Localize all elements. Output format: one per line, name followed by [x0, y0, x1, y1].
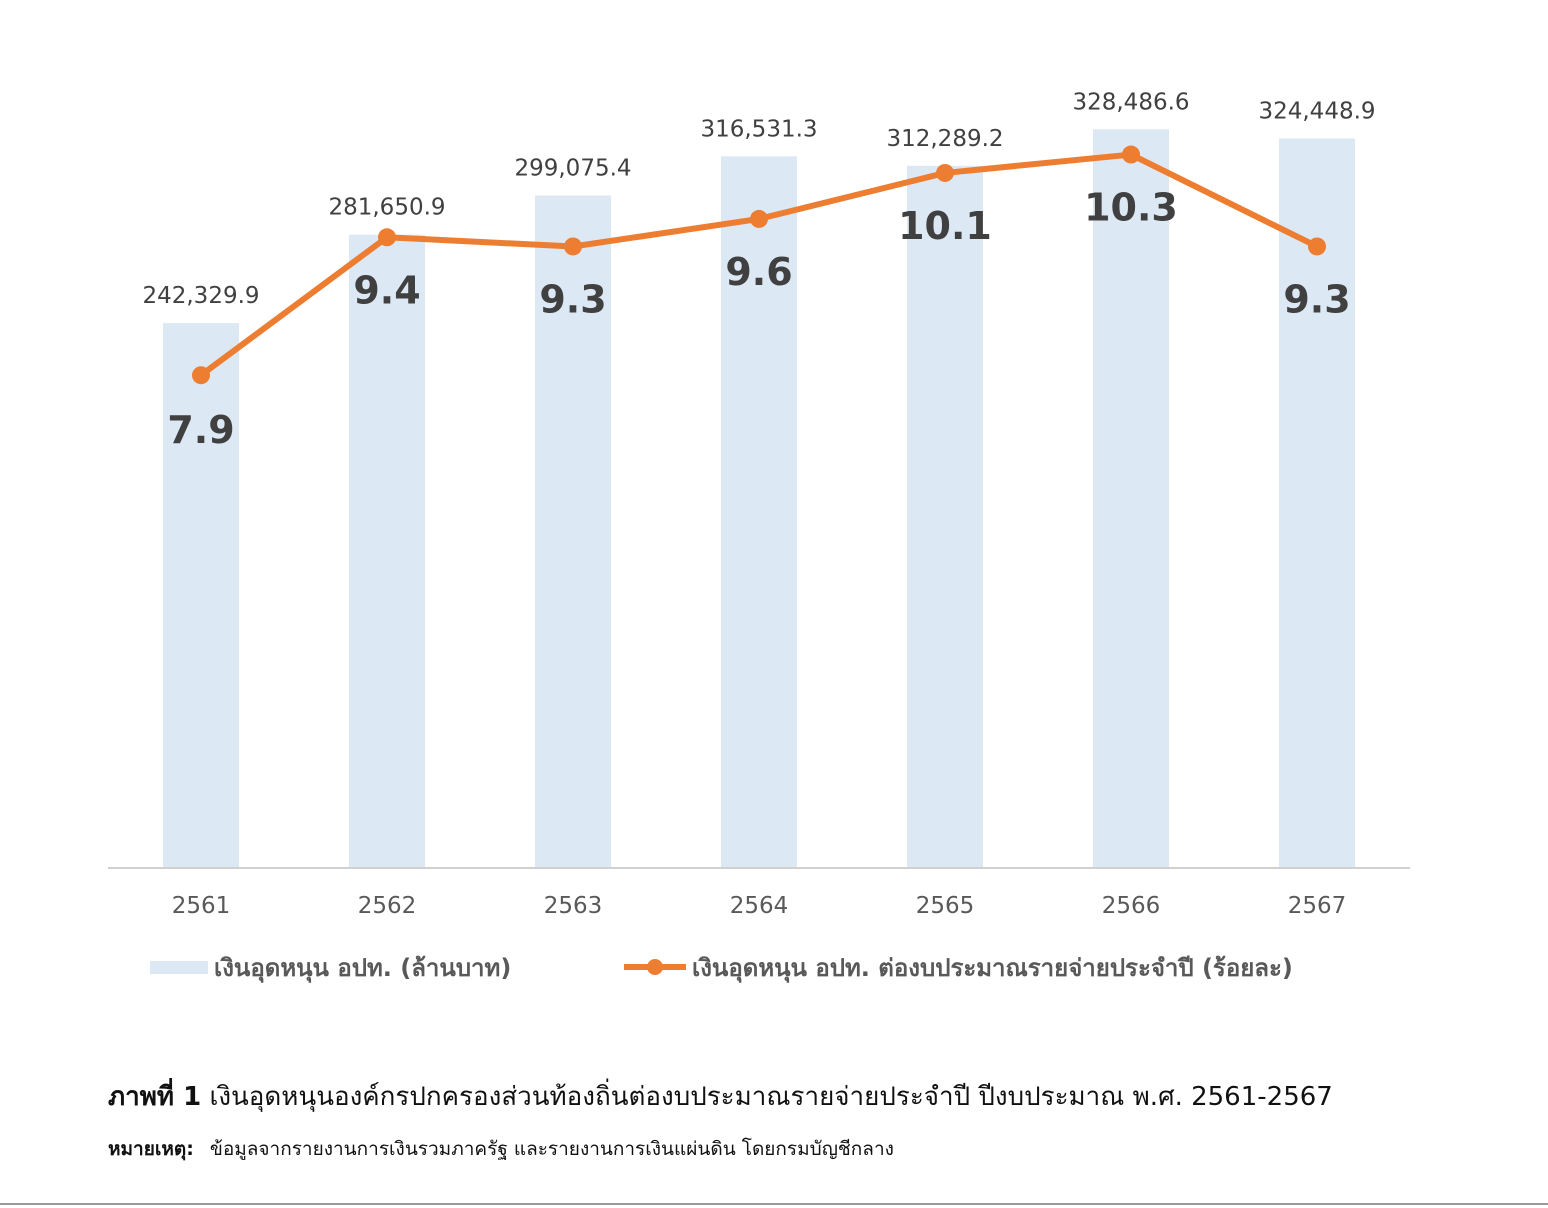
- line-layer: [192, 145, 1326, 385]
- line-marker: [378, 228, 396, 247]
- x-tick-label: 2564: [730, 893, 789, 919]
- combo-chart: 242,329.9 281,650.9 299,075.4 316,531.3 312,…: [108, 89, 1410, 984]
- legend: เงินอุดหนุน อปท. (ล้านบาท) เงินอุดหนุน อ…: [150, 954, 1293, 984]
- figure-caption: ภาพที่ 1 เงินอุดหนุนองค์กรปกครองส่วนท้อง…: [108, 1076, 1508, 1117]
- bar-value-label: 324,448.9: [1258, 98, 1375, 124]
- x-tick-label: 2565: [916, 893, 975, 919]
- line-marker: [936, 163, 954, 182]
- line-marker: [1308, 237, 1326, 256]
- bar: [1093, 129, 1169, 869]
- bar-value-label: 316,531.3: [700, 116, 817, 142]
- line-marker: [1122, 145, 1140, 164]
- bar: [907, 165, 983, 869]
- bar-value-label: 299,075.4: [514, 156, 631, 182]
- bars-layer: [163, 129, 1355, 869]
- bar-value-label: 312,289.2: [886, 126, 1003, 152]
- line-marker: [192, 366, 210, 385]
- bar-labels-layer: 242,329.9 281,650.9 299,075.4 316,531.3 312,…: [142, 89, 1375, 309]
- line-value-label: 7.9: [167, 408, 234, 452]
- x-tick-label: 2567: [1288, 893, 1347, 919]
- bar-value-label: 328,486.6: [1072, 89, 1189, 115]
- bar: [535, 195, 611, 869]
- x-tick-labels: 2561 2562 2563 2564 2565 2566 2567: [172, 893, 1347, 919]
- line-labels-layer: 7.9 9.4 9.3 9.6 10.1 10.3 9.3: [167, 186, 1350, 453]
- line-value-label: 9.6: [725, 250, 792, 294]
- page-bottom-rule: [0, 1203, 1548, 1205]
- x-tick-label: 2566: [1102, 893, 1161, 919]
- legend-label-bar: เงินอุดหนุน อปท. (ล้านบาท): [214, 954, 511, 984]
- legend-swatch-bar: [150, 961, 208, 974]
- bar: [1279, 138, 1355, 868]
- line-value-label: 10.1: [898, 204, 992, 248]
- line-value-label: 9.3: [1283, 277, 1350, 321]
- legend-label-line: เงินอุดหนุน อปท. ต่องบประมาณรายจ่ายประจำ…: [692, 954, 1293, 984]
- bar: [721, 156, 797, 868]
- line-value-label: 9.3: [539, 277, 606, 321]
- x-tick-label: 2561: [172, 893, 231, 919]
- line-value-label: 9.4: [353, 268, 420, 312]
- line-marker: [564, 237, 582, 256]
- bar: [163, 323, 239, 869]
- bar-value-label: 281,650.9: [328, 195, 445, 221]
- bar-value-label: 242,329.9: [142, 283, 259, 309]
- caption-text: เงินอุดหนุนองค์กรปกครองส่วนท้องถิ่นต่องบ…: [209, 1082, 1333, 1112]
- legend-swatch-marker: [647, 959, 663, 975]
- note-text: ข้อมูลจากรายงานการเงินรวมภาครัฐ และรายงา…: [209, 1138, 894, 1160]
- bar: [349, 234, 425, 868]
- line-marker: [750, 209, 768, 228]
- caption-label: ภาพที่ 1: [108, 1082, 202, 1112]
- note-label: หมายเหตุ:: [108, 1138, 194, 1160]
- figure-note: หมายเหตุ: ข้อมูลจากรายงานการเงินรวมภาครั…: [108, 1134, 1508, 1164]
- x-tick-label: 2563: [544, 893, 603, 919]
- x-tick-label: 2562: [358, 893, 417, 919]
- line-value-label: 10.3: [1084, 186, 1178, 230]
